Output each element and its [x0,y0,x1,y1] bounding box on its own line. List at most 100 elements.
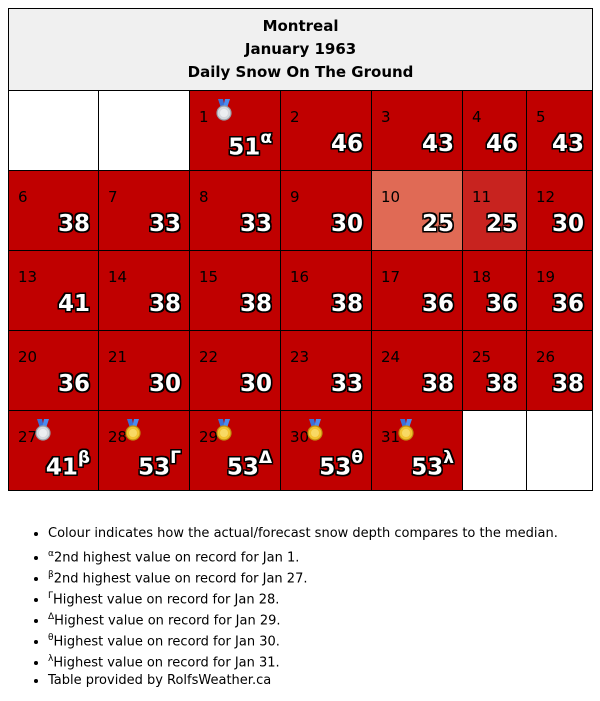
snow-depth-number: 38 [421,371,454,397]
snow-depth-value: 53λ [411,448,454,481]
note-item: ΔHighest value on record for Jan 29. [48,607,558,628]
gold-medal-icon [307,419,323,441]
calendar-day-cell: 29 53Δ [189,410,281,491]
note-text: 2nd highest value on record for Jan 27. [53,571,308,587]
snow-depth-value: 46 [486,131,518,157]
day-number: 19 [536,268,556,286]
snow-depth-number: 41 [45,454,78,481]
snow-depth-value: 25 [486,211,518,237]
snow-depth-value: 41 [58,291,90,317]
snow-depth-number: 36 [57,371,90,397]
note-marker: α [48,549,54,559]
record-marker: α [260,128,272,148]
snow-depth-number: 43 [421,131,454,157]
snow-depth-number: 38 [148,291,181,317]
day-number: 21 [108,348,128,366]
snow-depth-value: 30 [149,371,181,397]
snow-depth-number: 33 [148,211,181,237]
snow-depth-number: 25 [485,211,518,237]
snow-depth-value: 53θ [319,448,363,481]
note-text: Table provided by RolfsWeather.ca [48,673,272,688]
calendar-day-cell: 10 25 [371,170,463,251]
note-text: Highest value on record for Jan 31. [53,655,280,671]
calendar-day-cell: 11 25 [462,170,527,251]
silver-medal-icon [35,419,51,441]
snow-depth-number: 53 [411,454,444,481]
day-number: 8 [199,188,209,206]
note-item: α2nd highest value on record for Jan 1. [48,544,558,565]
notes-list: Colour indicates how the actual/forecast… [22,523,558,688]
calendar-day-cell: 20 36 [8,330,99,411]
snow-depth-value: 41β [45,448,90,481]
snow-depth-value: 36 [552,291,584,317]
snow-depth-value: 30 [240,371,272,397]
day-number: 2 [290,108,300,126]
day-number: 15 [199,268,219,286]
note-item: Colour indicates how the actual/forecast… [48,523,558,544]
month-title: January 1963 [244,40,357,58]
day-number: 30 [290,428,310,446]
calendar-day-cell: 9 30 [280,170,372,251]
note-marker: Δ [48,612,55,622]
note-item: β2nd highest value on record for Jan 27. [48,565,558,586]
snow-depth-value: 36 [58,371,90,397]
calendar-day-cell: 8 33 [189,170,281,251]
day-number: 6 [18,188,28,206]
calendar-day-cell: 14 38 [98,250,190,331]
record-marker: Δ [258,448,272,468]
calendar-day-cell: 22 30 [189,330,281,411]
calendar-week-row: 6 38 7 33 8 33 9 30 10 25 11 25 12 30 [8,170,594,251]
day-number: 24 [381,348,401,366]
note-marker: θ [48,633,54,643]
note-text: Colour indicates how the actual/forecast… [48,526,558,541]
calendar-day-cell: 6 38 [8,170,99,251]
day-number: 18 [472,268,492,286]
day-number: 7 [108,188,118,206]
snow-depth-number: 30 [330,211,363,237]
day-number: 26 [536,348,556,366]
snow-depth-value: 25 [422,211,454,237]
note-marker: Γ [48,591,54,601]
calendar-day-cell: 24 38 [371,330,463,411]
note-item: ΓHighest value on record for Jan 28. [48,586,558,607]
city-title: Montreal [262,17,339,35]
snow-depth-value: 30 [331,211,363,237]
calendar-empty-cell [462,410,527,491]
snow-depth-number: 30 [239,371,272,397]
note-text: 2nd highest value on record for Jan 1. [53,550,300,566]
calendar-day-cell: 26 38 [525,330,594,411]
calendar-header: Montreal January 1963 Daily Snow On The … [7,8,594,91]
gold-medal-icon [398,419,414,441]
snow-depth-number: 51 [228,134,261,161]
day-number: 27 [18,428,38,446]
silver-medal-icon [216,99,232,121]
snow-depth-value: 33 [331,371,363,397]
day-number: 13 [18,268,38,286]
chart-subtitle: Daily Snow On The Ground [187,63,414,81]
snow-depth-number: 38 [57,211,90,237]
snow-depth-number: 53 [319,454,352,481]
day-number: 4 [472,108,482,126]
snow-depth-number: 30 [148,371,181,397]
calendar-day-cell: 16 38 [280,250,372,331]
note-marker: β [48,570,54,580]
day-number: 9 [290,188,300,206]
note-text: Highest value on record for Jan 28. [53,592,280,608]
calendar-day-cell: 4 46 [462,90,527,171]
note-item: θHighest value on record for Jan 30. [48,628,558,649]
calendar-day-cell: 19 36 [525,250,594,331]
snow-depth-value: 38 [422,371,454,397]
snow-depth-number: 36 [552,291,585,317]
day-number: 3 [381,108,391,126]
calendar-day-cell: 5 43 [525,90,594,171]
calendar-day-cell: 30 53θ [280,410,372,491]
day-number: 20 [18,348,38,366]
record-marker: λ [443,448,454,468]
calendar-day-cell: 7 33 [98,170,190,251]
snow-calendar-table: Montreal January 1963 Daily Snow On The … [7,8,594,491]
calendar-day-cell: 27 41β [8,410,99,491]
snow-depth-value: 36 [422,291,454,317]
day-number: 1 [199,108,209,126]
note-item: Table provided by RolfsWeather.ca [48,670,558,688]
note-text: Highest value on record for Jan 29. [54,613,281,629]
